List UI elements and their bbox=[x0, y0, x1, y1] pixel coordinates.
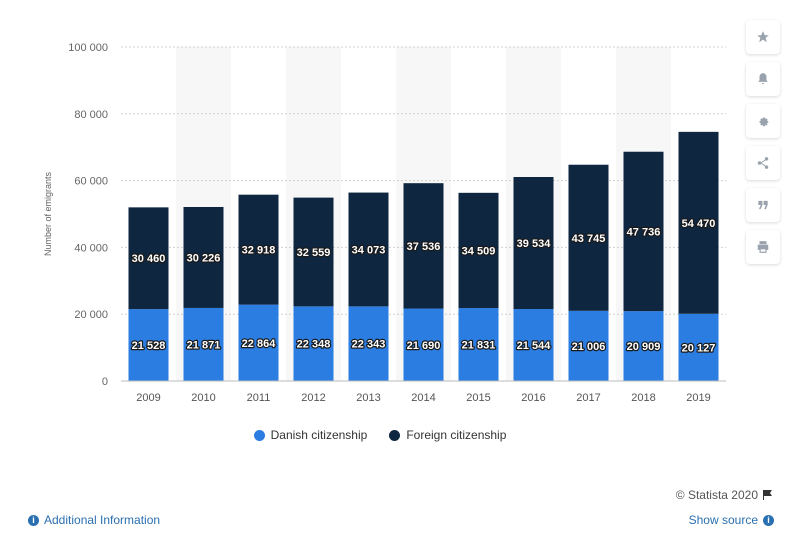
bar-foreign bbox=[458, 192, 499, 309]
credit-text: © Statista 2020 bbox=[675, 488, 758, 502]
data-label-danish: 22 343 bbox=[352, 339, 386, 351]
bar-danish bbox=[183, 307, 224, 381]
star-icon bbox=[757, 31, 769, 43]
toolbar bbox=[746, 20, 780, 264]
x-tick-label: 2011 bbox=[247, 392, 271, 404]
additional-information-link[interactable]: i Additional Information bbox=[28, 513, 160, 527]
bar-foreign bbox=[293, 197, 334, 307]
data-label-foreign: 37 536 bbox=[407, 241, 441, 253]
data-label-foreign: 39 534 bbox=[517, 238, 552, 250]
data-label-danish: 21 831 bbox=[462, 340, 496, 352]
bar-danish bbox=[128, 309, 169, 381]
bar-foreign bbox=[678, 131, 719, 314]
data-label-danish: 21 544 bbox=[517, 340, 552, 352]
cite-button[interactable] bbox=[746, 188, 780, 222]
legend-item-foreign[interactable]: Foreign citizenship bbox=[389, 428, 506, 442]
info-icon: i bbox=[763, 514, 774, 526]
data-label-danish: 22 348 bbox=[297, 339, 331, 351]
y-tick-label: 80 000 bbox=[74, 109, 108, 121]
bar-foreign bbox=[128, 207, 169, 310]
data-label-danish: 21 528 bbox=[132, 340, 166, 352]
additional-information-label: Additional Information bbox=[44, 513, 161, 527]
data-label-foreign: 43 745 bbox=[572, 233, 606, 245]
data-label-danish: 22 864 bbox=[242, 338, 277, 350]
bar-foreign bbox=[513, 176, 554, 310]
chart: 0 20 000 40 000 60 000 80 000 100 000 Number o… bbox=[43, 42, 726, 404]
share-button[interactable] bbox=[746, 146, 780, 180]
bar-foreign bbox=[403, 183, 444, 309]
data-label-foreign: 30 226 bbox=[187, 252, 221, 264]
bar-danish bbox=[678, 313, 719, 381]
data-label-foreign: 54 470 bbox=[682, 218, 716, 230]
y-tick-label: 100 000 bbox=[68, 42, 108, 54]
y-tick-label: 0 bbox=[102, 376, 108, 388]
y-axis-title: Number of emigrants bbox=[43, 171, 53, 256]
bar-foreign bbox=[568, 164, 609, 311]
statista-credit: © Statista 2020 bbox=[676, 488, 774, 502]
data-label-danish: 21 871 bbox=[187, 339, 221, 351]
bar-danish bbox=[238, 304, 279, 381]
legend-marker-danish bbox=[253, 429, 265, 441]
quote-icon bbox=[758, 200, 768, 210]
show-source-label: Show source bbox=[688, 513, 758, 527]
data-label-foreign: 32 918 bbox=[242, 245, 276, 257]
data-label-foreign: 34 073 bbox=[352, 244, 386, 256]
bar-danish bbox=[293, 306, 334, 381]
x-tick-label: 2013 bbox=[356, 392, 380, 404]
bar-danish bbox=[568, 310, 609, 381]
info-icon: i bbox=[28, 514, 39, 526]
legend-marker-foreign bbox=[389, 429, 401, 441]
x-tick-label: 2015 bbox=[466, 392, 490, 404]
bar-danish bbox=[513, 309, 554, 381]
data-label-danish: 21 690 bbox=[407, 340, 441, 352]
bar-foreign bbox=[623, 151, 664, 312]
x-tick-label: 2018 bbox=[631, 392, 655, 404]
data-label-danish: 20 909 bbox=[627, 341, 661, 353]
data-label-danish: 20 127 bbox=[682, 342, 716, 354]
x-tick-label: 2017 bbox=[576, 392, 600, 404]
share-icon bbox=[757, 157, 769, 169]
y-tick-label: 20 000 bbox=[74, 309, 108, 321]
data-label-foreign: 30 460 bbox=[132, 253, 166, 265]
x-tick-label: 2010 bbox=[191, 392, 215, 404]
gear-icon bbox=[759, 117, 769, 127]
x-tick-label: 2012 bbox=[301, 392, 325, 404]
print-button[interactable] bbox=[746, 230, 780, 264]
settings-button[interactable] bbox=[746, 104, 780, 138]
bar-danish bbox=[348, 306, 389, 381]
bar-danish bbox=[623, 311, 664, 381]
data-label-foreign: 32 559 bbox=[297, 247, 331, 259]
bell-icon bbox=[758, 73, 768, 85]
x-tick-label: 2019 bbox=[686, 392, 710, 404]
bar-danish bbox=[403, 308, 444, 381]
legend-label-danish: Danish citizenship bbox=[270, 428, 368, 442]
x-tick-label: 2016 bbox=[521, 392, 545, 404]
flag-icon bbox=[763, 490, 772, 500]
y-tick-label: 60 000 bbox=[74, 176, 108, 188]
show-source-link[interactable]: Show source i bbox=[689, 513, 774, 527]
data-label-foreign: 34 509 bbox=[462, 245, 496, 257]
x-tick-label: 2009 bbox=[136, 392, 160, 404]
x-tick-label: 2014 bbox=[411, 392, 435, 404]
bar-danish bbox=[458, 308, 499, 381]
bar-foreign bbox=[183, 206, 224, 308]
notification-button[interactable] bbox=[746, 62, 780, 96]
bar-foreign bbox=[238, 194, 279, 305]
data-label-foreign: 47 736 bbox=[627, 226, 661, 238]
data-label-danish: 21 006 bbox=[572, 341, 606, 353]
legend: Danish citizenship Foreign citizenship bbox=[0, 428, 760, 442]
y-tick-label: 40 000 bbox=[74, 242, 108, 254]
favorite-button[interactable] bbox=[746, 20, 780, 54]
bar-foreign bbox=[348, 192, 389, 307]
print-icon bbox=[757, 241, 769, 253]
legend-label-foreign: Foreign citizenship bbox=[406, 428, 507, 442]
legend-item-danish[interactable]: Danish citizenship bbox=[253, 428, 368, 442]
